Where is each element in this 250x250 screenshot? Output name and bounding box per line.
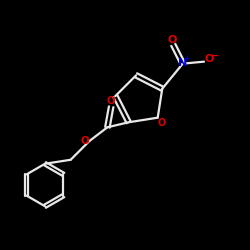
Text: N: N bbox=[178, 58, 188, 68]
Text: O: O bbox=[167, 35, 177, 45]
Text: O: O bbox=[106, 96, 115, 106]
Text: O: O bbox=[205, 54, 214, 64]
Text: O: O bbox=[80, 136, 89, 145]
Text: O: O bbox=[157, 118, 166, 128]
Text: +: + bbox=[184, 54, 190, 63]
Text: −: − bbox=[211, 51, 219, 61]
